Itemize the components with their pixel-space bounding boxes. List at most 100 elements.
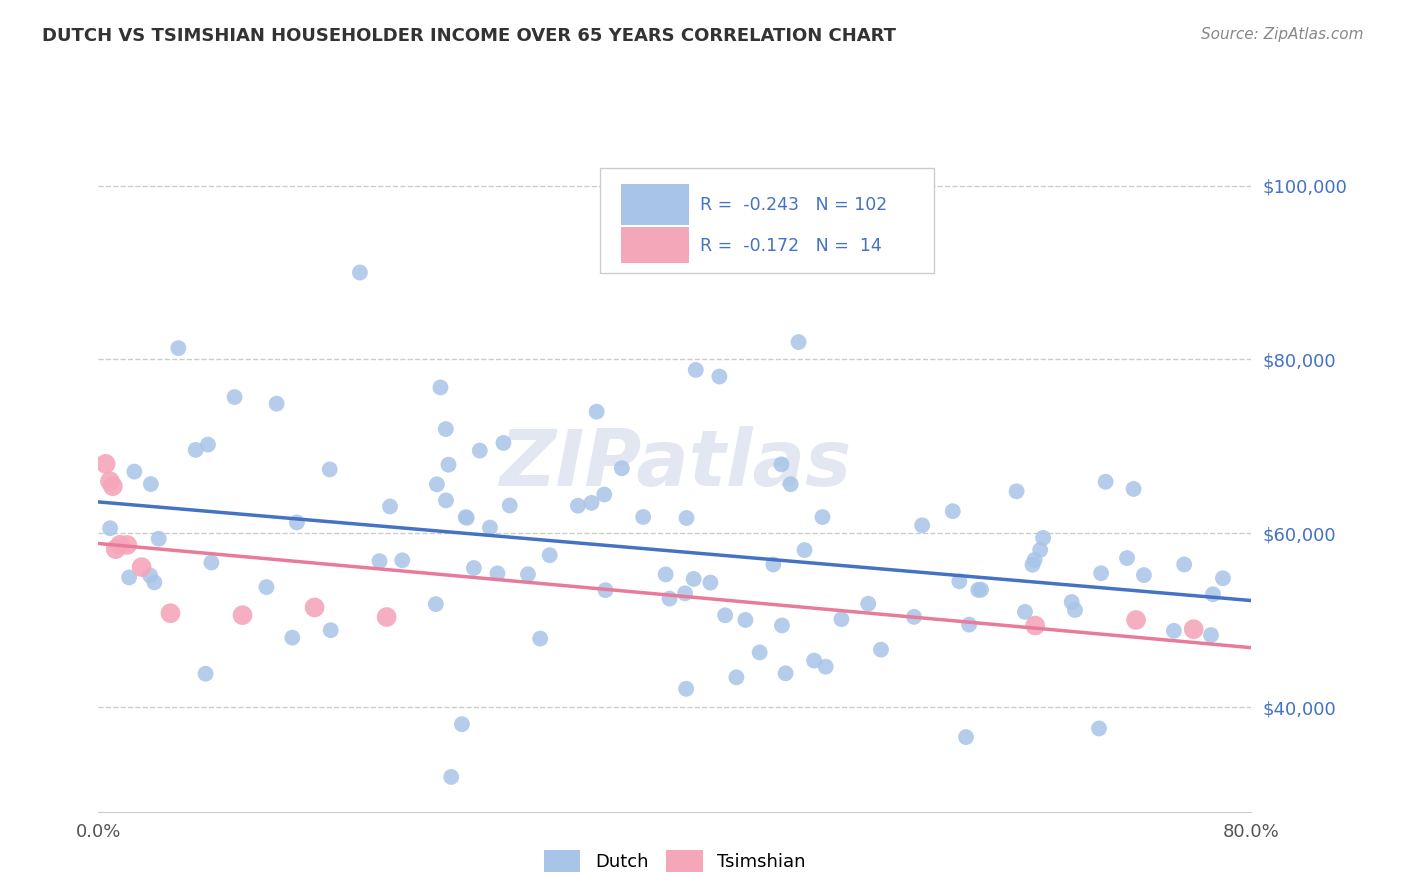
Point: [143, 575, 166, 590]
Point: [673, 586, 696, 600]
Point: [1088, 722, 1111, 736]
Point: [98, 521, 121, 535]
Point: [197, 437, 219, 451]
Point: [285, 516, 308, 530]
Point: [304, 600, 326, 615]
Point: [139, 568, 162, 582]
Point: [124, 465, 146, 479]
Point: [1029, 543, 1052, 558]
Text: ZIPatlas: ZIPatlas: [499, 425, 851, 502]
Point: [903, 610, 925, 624]
Point: [368, 554, 391, 568]
Point: [131, 560, 153, 574]
Point: [200, 556, 222, 570]
Text: Source: ZipAtlas.com: Source: ZipAtlas.com: [1201, 27, 1364, 42]
Point: [793, 543, 815, 558]
Point: [1060, 595, 1083, 609]
Point: [463, 561, 485, 575]
Point: [440, 770, 463, 784]
Point: [425, 597, 447, 611]
Point: [1024, 553, 1046, 567]
Point: [682, 572, 704, 586]
Point: [595, 583, 617, 598]
Point: [231, 608, 254, 623]
Point: [349, 266, 371, 280]
Point: [486, 566, 509, 581]
Point: [1182, 622, 1205, 636]
Point: [567, 499, 589, 513]
Point: [478, 520, 501, 534]
Point: [318, 462, 340, 476]
Point: [725, 670, 748, 684]
Point: [1024, 618, 1046, 632]
Point: [942, 504, 965, 518]
Point: [770, 618, 793, 632]
Point: [426, 477, 449, 491]
Point: [104, 542, 127, 557]
Point: [1014, 605, 1036, 619]
Point: [699, 575, 721, 590]
Point: [675, 681, 697, 696]
Point: [1094, 475, 1116, 489]
Point: [967, 582, 990, 597]
Point: [593, 487, 616, 501]
FancyBboxPatch shape: [620, 184, 689, 225]
Point: [375, 610, 398, 624]
Point: [492, 436, 515, 450]
Point: [858, 597, 880, 611]
Point: [911, 518, 934, 533]
Point: [654, 567, 676, 582]
Point: [1021, 558, 1043, 572]
Point: [148, 532, 170, 546]
Point: [948, 574, 970, 589]
Point: [517, 567, 540, 582]
Point: [454, 510, 477, 524]
Point: [456, 511, 478, 525]
Point: [378, 500, 401, 514]
Point: [194, 666, 217, 681]
Point: [391, 553, 413, 567]
Point: [434, 422, 457, 436]
Point: [714, 608, 737, 623]
Point: [830, 612, 852, 626]
FancyBboxPatch shape: [620, 227, 689, 263]
Point: [970, 582, 993, 597]
Point: [770, 458, 793, 472]
Point: [1125, 613, 1147, 627]
Point: [1032, 531, 1054, 545]
Point: [814, 659, 837, 673]
Point: [734, 613, 756, 627]
Point: [581, 496, 603, 510]
Text: R =  -0.243   N = 102: R = -0.243 N = 102: [700, 196, 887, 214]
Text: DUTCH VS TSIMSHIAN HOUSEHOLDER INCOME OVER 65 YEARS CORRELATION CHART: DUTCH VS TSIMSHIAN HOUSEHOLDER INCOME OV…: [42, 27, 896, 45]
Point: [224, 390, 246, 404]
Point: [1116, 551, 1139, 566]
Point: [957, 617, 980, 632]
Point: [1212, 571, 1234, 585]
Point: [451, 717, 474, 731]
Point: [159, 606, 181, 620]
Point: [870, 642, 893, 657]
Point: [610, 461, 633, 475]
Point: [117, 538, 139, 552]
Point: [811, 510, 834, 524]
Point: [266, 397, 288, 411]
Point: [1199, 628, 1222, 642]
Point: [1163, 624, 1185, 638]
Point: [1090, 566, 1112, 581]
Point: [139, 477, 162, 491]
Point: [1122, 482, 1144, 496]
Point: [631, 510, 654, 524]
Point: [685, 363, 707, 377]
Point: [468, 443, 491, 458]
Point: [118, 570, 141, 584]
Point: [98, 475, 121, 489]
Point: [434, 493, 457, 508]
Point: [787, 334, 810, 349]
Point: [529, 632, 551, 646]
Point: [585, 405, 607, 419]
Legend: Dutch, Tsimshian: Dutch, Tsimshian: [537, 843, 813, 880]
Point: [779, 477, 801, 491]
Point: [775, 666, 797, 681]
Point: [675, 511, 697, 525]
